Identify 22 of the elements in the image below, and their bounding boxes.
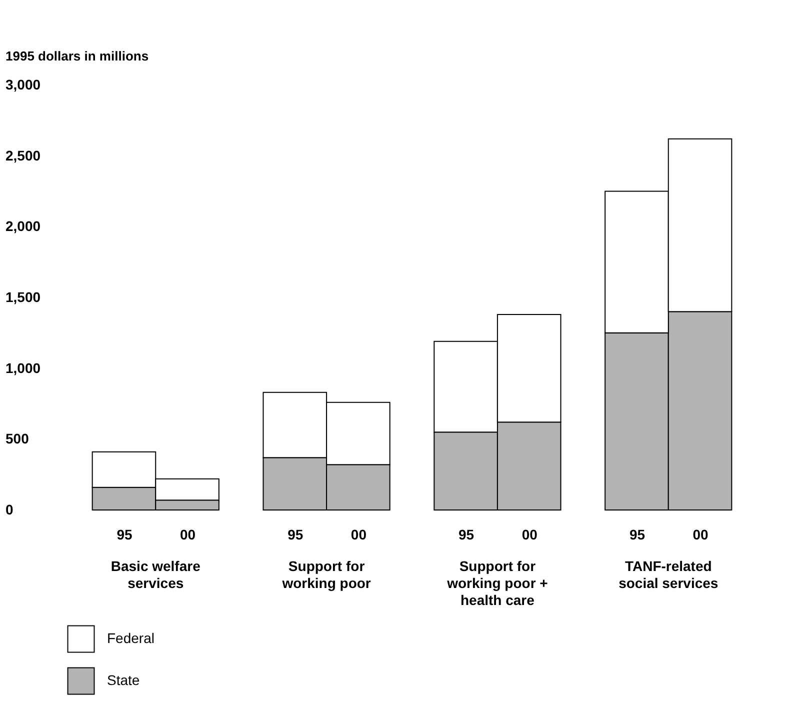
x-tick-label: 00 <box>692 526 709 542</box>
x-tick-label: 95 <box>458 526 474 542</box>
y-tick-label: 2,000 <box>6 218 41 234</box>
x-tick-label: 00 <box>180 526 196 542</box>
x-tick-label: 95 <box>629 526 646 542</box>
y-axis-title: 1995 dollars in millions <box>6 48 149 64</box>
x-tick-label: 00 <box>522 526 538 542</box>
text: Support for working poor + health care <box>446 558 548 608</box>
legend-label: State <box>107 672 140 688</box>
y-tick-label: 3,000 <box>6 76 41 92</box>
text: TANF-related social services <box>618 558 718 591</box>
text: Basic welfare services <box>110 558 201 591</box>
y-tick-label: 2,500 <box>6 147 41 164</box>
x-tick-label: 95 <box>116 526 132 542</box>
text: Support for working poor <box>281 558 372 591</box>
x-tick-label: 95 <box>288 526 304 542</box>
x-tick-label: 00 <box>350 526 367 542</box>
y-tick-label: 0 <box>6 502 14 518</box>
y-tick-label: 1,000 <box>6 360 41 376</box>
y-tick-label: 500 <box>6 430 30 447</box>
legend-label: Federal <box>107 630 154 646</box>
y-tick-label: 1,500 <box>6 289 41 305</box>
